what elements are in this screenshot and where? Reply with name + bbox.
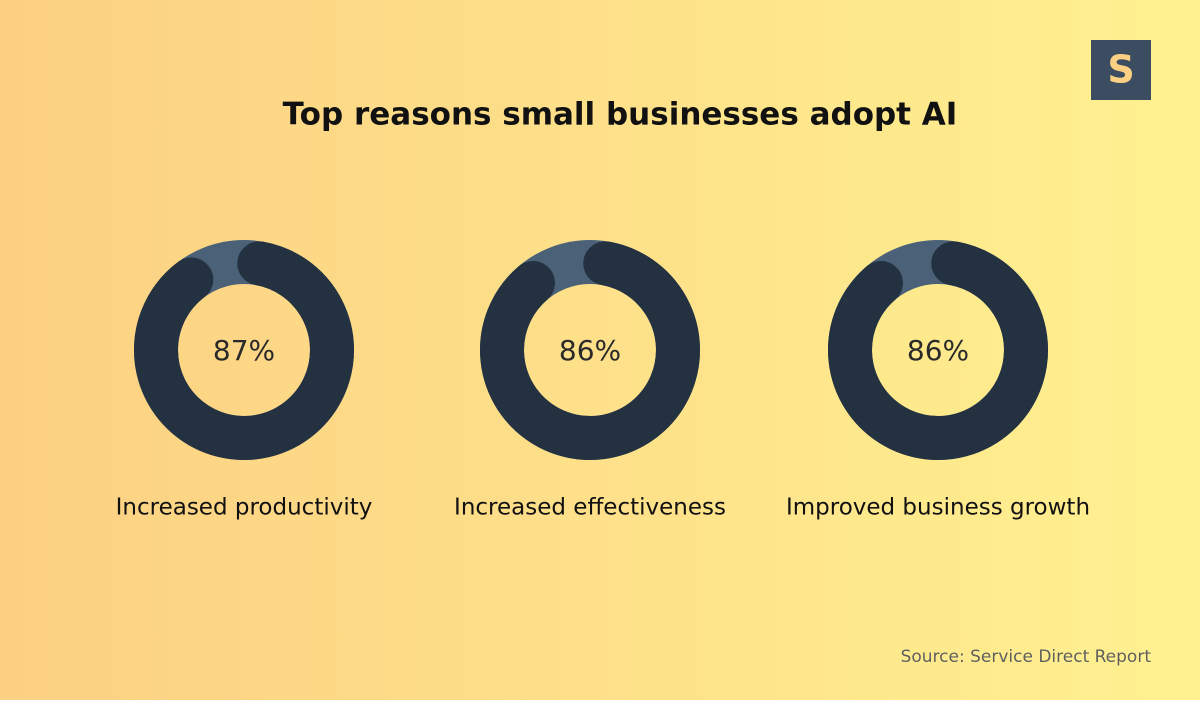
source: Source: Service Direct Report <box>901 647 1152 667</box>
logo-box <box>1091 40 1151 100</box>
value-label: 86% <box>907 334 969 367</box>
value-label: 86% <box>559 334 621 367</box>
category-label: Increased effectiveness <box>454 495 726 521</box>
category-label: Increased productivity <box>116 495 373 521</box>
donut-arc <box>828 241 1048 460</box>
value-label: 87% <box>213 334 275 367</box>
title: Top reasons small businesses adopt AI <box>283 97 958 133</box>
donut-arc <box>134 241 354 460</box>
donut-arc <box>480 241 700 460</box>
logo: S <box>1107 48 1134 92</box>
category-label: Improved business growth <box>786 495 1090 521</box>
